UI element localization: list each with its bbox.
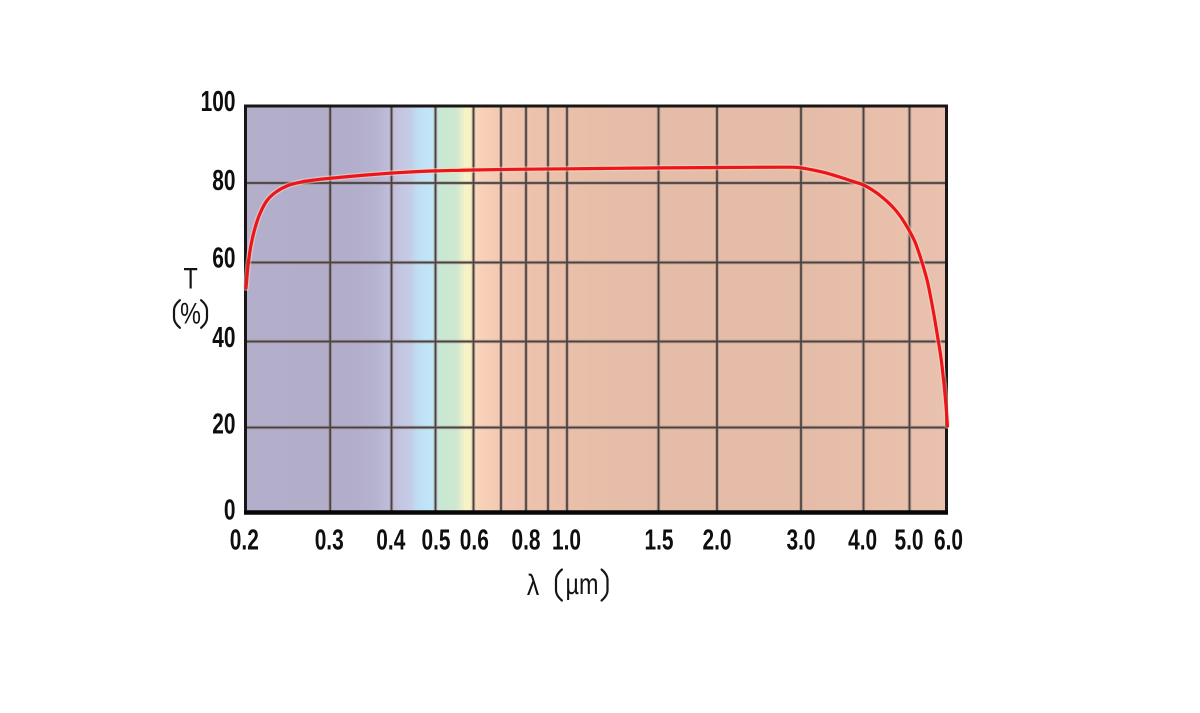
svg-text:1.5: 1.5 <box>644 524 673 556</box>
svg-text:0: 0 <box>224 494 236 526</box>
svg-text:0.6: 0.6 <box>460 524 489 556</box>
svg-text:60: 60 <box>212 242 235 274</box>
svg-text:0.3: 0.3 <box>315 524 344 556</box>
svg-text:3.0: 3.0 <box>786 524 815 556</box>
svg-text:100: 100 <box>201 86 236 118</box>
svg-text:6.0: 6.0 <box>934 524 963 556</box>
svg-text:40: 40 <box>212 322 235 354</box>
svg-text:80: 80 <box>212 165 235 197</box>
svg-text:λ: λ <box>527 568 540 602</box>
svg-text:T: T <box>183 262 197 295</box>
svg-text:0.8: 0.8 <box>511 524 540 556</box>
svg-text:0.4: 0.4 <box>376 524 405 556</box>
svg-text:µm: µm <box>566 567 599 600</box>
svg-text:4.0: 4.0 <box>848 524 877 556</box>
svg-text:0.5: 0.5 <box>421 524 450 556</box>
svg-text:5.0: 5.0 <box>894 524 923 556</box>
svg-text:1.0: 1.0 <box>552 524 581 556</box>
svg-text:0.2: 0.2 <box>230 524 259 556</box>
svg-text:%: % <box>180 297 201 330</box>
svg-text:2.0: 2.0 <box>702 524 731 556</box>
svg-text:20: 20 <box>212 408 235 440</box>
